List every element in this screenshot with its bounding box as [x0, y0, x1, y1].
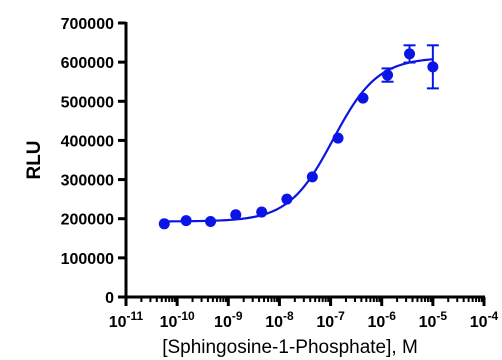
y-tick-label: 400000 — [61, 133, 114, 150]
y-axis: 0 100000 200000 300000 400000 500000 600000 700… — [61, 16, 128, 307]
x-axis-title: [Sphingosine-1-Phosphate], M — [162, 337, 418, 358]
data-point — [382, 69, 394, 81]
data-point — [306, 171, 318, 183]
y-tick-label: 200000 — [61, 212, 114, 229]
y-tick-label: 700000 — [61, 16, 114, 33]
y-tick-label: 500000 — [61, 94, 114, 111]
x-tick-label: 10-7 — [316, 309, 345, 331]
data-point — [281, 193, 293, 205]
x-tick-label: 10-6 — [367, 309, 396, 331]
y-axis-title: RLU — [24, 140, 45, 179]
x-tick-label: 10-11 — [109, 309, 144, 331]
data-point — [256, 206, 268, 218]
x-axis: 10-11 10-10 10-9 10-8 10-7 10-6 10-5 10-4 — [109, 295, 499, 331]
y-tick-label: 0 — [105, 290, 114, 307]
fit-curve — [164, 58, 433, 223]
data-point — [230, 209, 242, 221]
x-tick-label: 10-8 — [265, 309, 294, 331]
y-tick-label: 600000 — [61, 55, 114, 72]
x-tick-label: 10-4 — [470, 309, 499, 331]
x-tick-label: 10-5 — [419, 309, 448, 331]
data-points-group — [158, 44, 439, 230]
data-point — [158, 218, 170, 230]
data-point — [180, 215, 192, 227]
fit-curve-group — [164, 58, 433, 223]
x-tick-label: 10-10 — [160, 309, 195, 331]
data-point — [404, 48, 416, 60]
y-tick-label: 100000 — [61, 251, 114, 268]
data-point — [427, 61, 439, 73]
y-tick-label: 300000 — [61, 173, 114, 190]
x-tick-label: 10-9 — [214, 309, 243, 331]
data-point — [205, 215, 217, 227]
data-point — [357, 92, 369, 104]
data-point — [332, 132, 344, 144]
